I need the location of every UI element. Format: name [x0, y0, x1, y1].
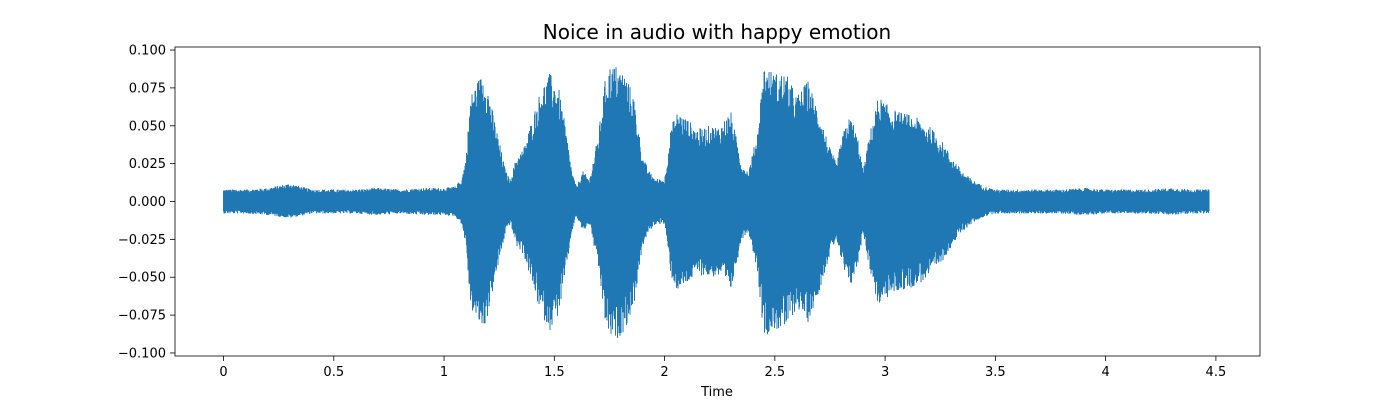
chart-title: Noice in audio with happy emotion: [543, 20, 891, 44]
plot-area: [174, 46, 1261, 357]
x-axis: 0 0.5 1 1.5 2 2.5 3 3.5 4 4.5: [219, 356, 1226, 380]
y-tick-label: −0.100: [118, 346, 166, 361]
x-tick-label: 3.5: [985, 365, 1006, 380]
x-tick-label: 4: [1101, 365, 1109, 380]
y-tick-label: 0.075: [129, 81, 166, 96]
y-tick-label: 0.025: [129, 157, 166, 172]
x-tick-label: 0.5: [323, 365, 344, 380]
x-tick-label: 1: [440, 365, 448, 380]
y-tick-label: 0.100: [129, 44, 166, 59]
y-tick-label: 0.050: [129, 119, 166, 134]
x-tick-label: 0: [219, 365, 227, 380]
waveform-series: [223, 67, 1210, 338]
x-tick-label: 2: [660, 365, 668, 380]
y-axis: 0.100 0.075 0.050 0.025 0.000 −0.025 −0.050 −0.…: [118, 44, 175, 361]
y-tick-label: 0.000: [129, 195, 166, 210]
x-tick-label: 3: [881, 365, 889, 380]
y-tick-label: −0.025: [118, 233, 166, 248]
y-tick-label: −0.075: [118, 309, 166, 324]
x-axis-label: Time: [700, 385, 733, 400]
y-tick-label: −0.050: [118, 271, 166, 286]
x-tick-label: 4.5: [1206, 365, 1227, 380]
x-tick-label: 1.5: [544, 365, 565, 380]
x-tick-label: 2.5: [764, 365, 785, 380]
